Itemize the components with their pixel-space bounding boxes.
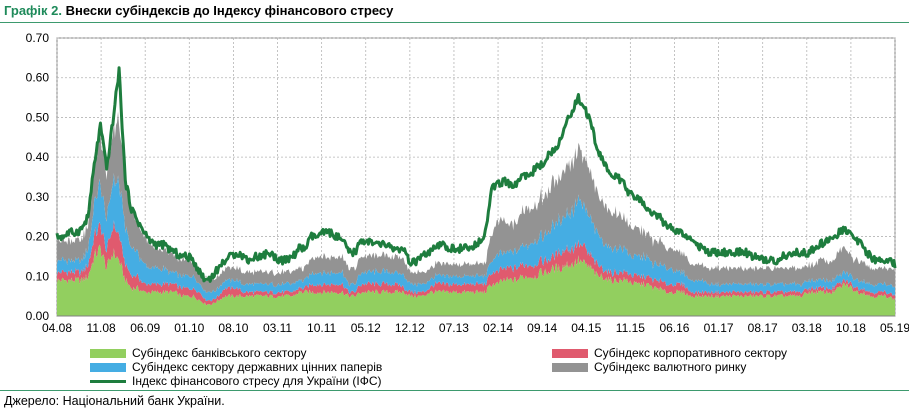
legend-swatch-banking — [90, 348, 126, 358]
legend-label-banking: Субіндекс банківського сектору — [132, 346, 307, 360]
x-tick-label: 08.17 — [748, 321, 778, 335]
bottom-divider — [0, 390, 909, 391]
line-fsi — [55, 66, 897, 283]
x-tick-label: 06.09 — [130, 321, 160, 335]
legend-label-government-bonds: Субіндекс сектору державних цінних папер… — [132, 360, 383, 374]
x-tick-label: 04.15 — [571, 321, 601, 335]
x-tick-label: 11.08 — [87, 321, 116, 335]
y-tick-label: 0.30 — [26, 190, 50, 204]
legend-item-government-bonds: Субіндекс сектору державних цінних папер… — [90, 360, 382, 374]
x-tick-label: 07.13 — [439, 321, 469, 335]
x-tick-label: 04.08 — [42, 321, 72, 335]
x-tick-label: 05.12 — [351, 321, 381, 335]
source-note: Джерело: Національний банк України. — [4, 394, 225, 408]
x-tick-label: 03.18 — [792, 321, 822, 335]
legend-item-corporate: Субіндекс корпоративного сектору — [552, 346, 787, 360]
y-tick-label: 0.70 — [26, 31, 50, 45]
legend-label-corporate: Субіндекс корпоративного сектору — [594, 346, 787, 360]
area-fx-market — [57, 111, 895, 293]
legend-item-fx-market: Субіндекс валютного ринку — [552, 360, 746, 374]
area-corporate-sector — [57, 220, 895, 306]
legend-swatch-fsi — [90, 379, 126, 383]
y-tick-label: 0.20 — [26, 230, 50, 244]
legend-swatch-government-bonds — [90, 362, 126, 372]
legend-item-fsi: Індекс фінансового стресу для України (І… — [90, 374, 381, 388]
y-tick-label: 0.40 — [26, 150, 50, 164]
x-tick-label: 01.17 — [704, 321, 734, 335]
stacked-area-chart: 0.00 0.10 0.20 0.30 0.40 0.50 0.60 0.70 04.08 11.… — [26, 31, 909, 335]
x-tick-label: 05.19 — [880, 321, 909, 335]
x-tick-label: 08.10 — [218, 321, 248, 335]
legend: Субіндекс банківського сектору Субіндекс… — [0, 342, 909, 390]
x-tick-label: 01.10 — [174, 321, 204, 335]
y-tick-label: 0.10 — [26, 269, 50, 283]
x-tick-label: 06.16 — [659, 321, 689, 335]
legend-item-banking: Субіндекс банківського сектору — [90, 346, 306, 360]
y-tick-label: 0.50 — [26, 110, 50, 124]
chart-title-text: Внески субіндексів до Індексу фінансовог… — [65, 3, 394, 18]
area-government-bonds — [57, 173, 895, 302]
legend-swatch-corporate — [552, 348, 588, 358]
top-divider — [0, 22, 909, 23]
legend-swatch-fx-market — [552, 362, 588, 372]
chart-title: Графік 2. Внески субіндексів до Індексу … — [4, 3, 393, 18]
chart-number: Графік 2. — [4, 3, 62, 18]
y-tick-label: 0.00 — [26, 309, 50, 323]
x-tick-label: 02.14 — [483, 321, 513, 335]
x-tick-label: 10.18 — [836, 321, 866, 335]
x-tick-label: 11.15 — [616, 321, 645, 335]
area-banking-sector — [57, 244, 895, 316]
legend-label-fsi: Індекс фінансового стресу для України (І… — [132, 374, 382, 388]
legend-label-fx-market: Субіндекс валютного ринку — [594, 360, 747, 374]
x-tick-label: 09.14 — [527, 321, 557, 335]
x-tick-label: 10.11 — [307, 321, 336, 335]
x-tick-label: 03.11 — [263, 321, 292, 335]
y-tick-label: 0.60 — [26, 71, 50, 85]
x-tick-label: 12.12 — [395, 321, 425, 335]
